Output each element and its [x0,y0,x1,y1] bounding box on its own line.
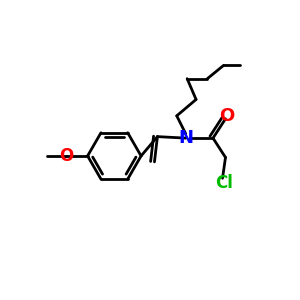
Text: O: O [219,107,235,125]
Text: O: O [59,147,73,165]
Text: N: N [178,129,193,147]
Text: Cl: Cl [215,174,233,192]
